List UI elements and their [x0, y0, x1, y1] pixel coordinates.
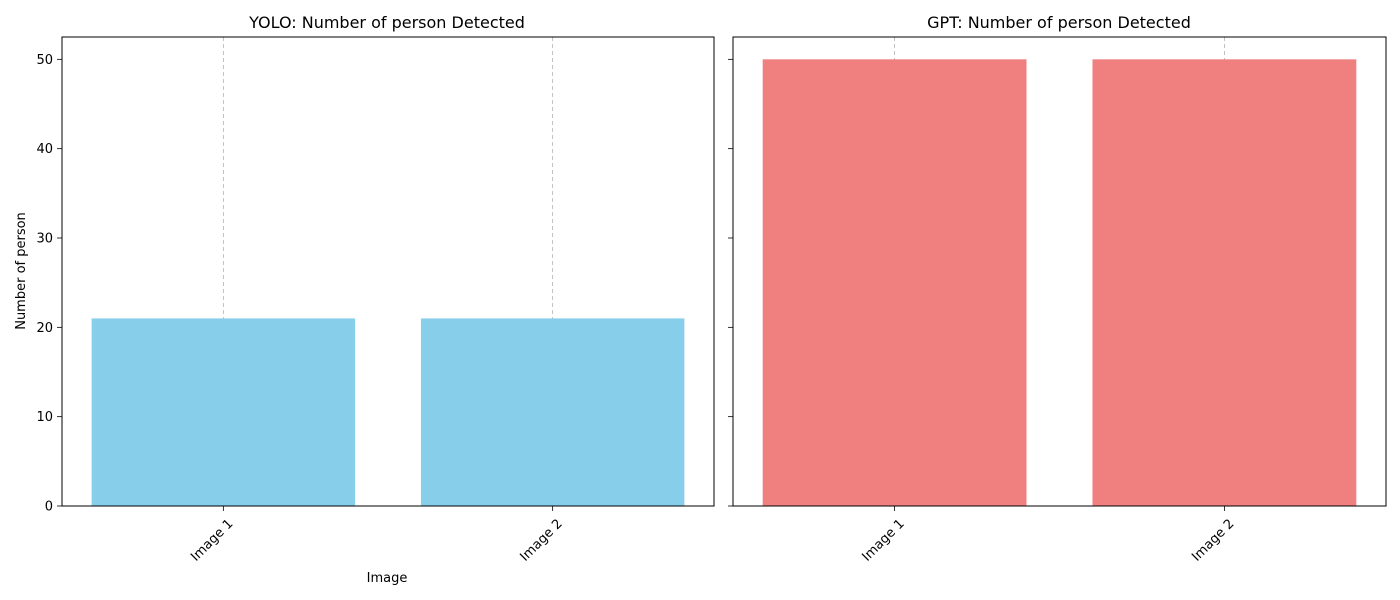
y-tick-label: 40	[36, 142, 53, 157]
bar-1	[91, 318, 356, 506]
y-tick-label: 50	[36, 53, 53, 68]
gpt-chart: GPT: Number of person Detected Image 1 Im…	[728, 13, 1387, 565]
grid-lines	[222, 37, 554, 506]
y-tick-label: 10	[36, 410, 53, 425]
y-tick-label: 0	[45, 500, 53, 515]
bars	[91, 318, 685, 506]
y-tick-label: 30	[36, 232, 53, 247]
bar-1	[762, 59, 1027, 506]
chart-title: GPT: Number of person Detected	[927, 13, 1191, 32]
y-axis-label: Number of person	[14, 212, 29, 330]
bar-2	[1092, 59, 1357, 506]
y-ticks	[728, 58, 733, 507]
x-axis-label: Image	[367, 571, 408, 586]
bars	[762, 59, 1357, 506]
chart-title: YOLO: Number of person Detected	[248, 13, 525, 32]
plot-frame	[732, 36, 1387, 507]
plot-frame	[61, 36, 715, 507]
yolo-chart: YOLO: Number of person Detected Image Nu…	[14, 13, 715, 586]
bar-2	[420, 318, 685, 506]
y-tick-label: 20	[36, 321, 53, 336]
y-ticks: 0 10 20 30 40 50	[36, 53, 62, 515]
